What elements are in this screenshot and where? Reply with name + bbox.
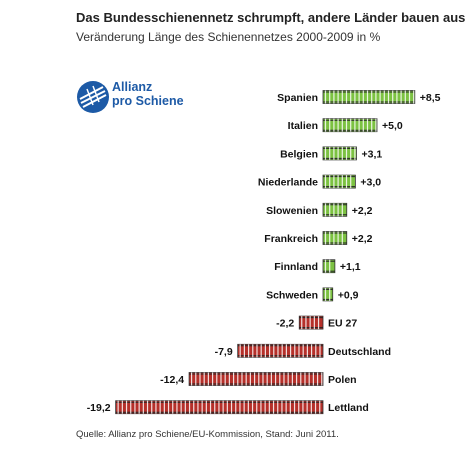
bar-rect (322, 146, 357, 161)
logo-line-2: pro Schiene (112, 94, 184, 108)
category-label: Belgien (280, 148, 318, 160)
bar-rect (322, 202, 348, 217)
bar-frankreich (322, 231, 348, 245)
bar-rect (322, 231, 348, 245)
value-label: +2,2 (352, 205, 373, 217)
bar-niederlande (322, 174, 356, 189)
bar-rect (237, 343, 324, 358)
value-label: +2,2 (352, 233, 373, 245)
chart-subtitle: Veränderung Länge des Schienennetzes 200… (76, 30, 381, 44)
value-label: +8,5 (420, 92, 441, 104)
bar-rect (322, 174, 356, 189)
bar-rect (188, 372, 324, 386)
bar-italien (322, 118, 378, 133)
bar-schweden (322, 287, 334, 302)
source-note: Quelle: Allianz pro Schiene/EU-Kommissio… (76, 429, 339, 440)
bar-polen (188, 372, 324, 386)
category-label: Italien (288, 120, 318, 132)
value-label: +1,1 (340, 261, 361, 273)
value-label: +5,0 (382, 120, 403, 132)
bar-spanien (322, 90, 416, 104)
value-label: +3,0 (360, 177, 381, 189)
bar-finnland (322, 259, 336, 274)
value-label: -12,4 (160, 374, 184, 386)
category-label: Lettland (328, 402, 369, 414)
category-label: Deutschland (328, 346, 391, 358)
logo-line-1: Allianz (112, 80, 153, 94)
allianz-pro-schiene-logo: Allianz pro Schiene (76, 80, 186, 116)
category-label: Spanien (277, 92, 318, 104)
bar-belgien (322, 146, 357, 161)
value-label: +3,1 (361, 148, 382, 160)
bar-deutschland (237, 343, 324, 358)
category-label: EU 27 (328, 318, 357, 330)
rail-circle-icon (77, 81, 109, 113)
value-label: -19,2 (87, 402, 111, 414)
value-label: +0,9 (338, 289, 359, 301)
category-label: Schweden (266, 289, 318, 301)
chart-title: Das Bundesschienennetz schrumpft, andere… (76, 10, 466, 25)
category-label: Polen (328, 374, 357, 386)
category-label: Niederlande (258, 177, 318, 189)
bar-lettland (115, 400, 324, 415)
bar-rect (298, 315, 324, 330)
bar-rect (322, 259, 336, 274)
category-label: Finnland (274, 261, 318, 273)
bar-rect (322, 287, 334, 302)
bar-eu-27 (298, 315, 324, 330)
category-label: Frankreich (264, 233, 318, 245)
value-label: -2,2 (276, 318, 294, 330)
bar-slowenien (322, 202, 348, 217)
value-label: -7,9 (215, 346, 233, 358)
category-label: Slowenien (266, 205, 318, 217)
